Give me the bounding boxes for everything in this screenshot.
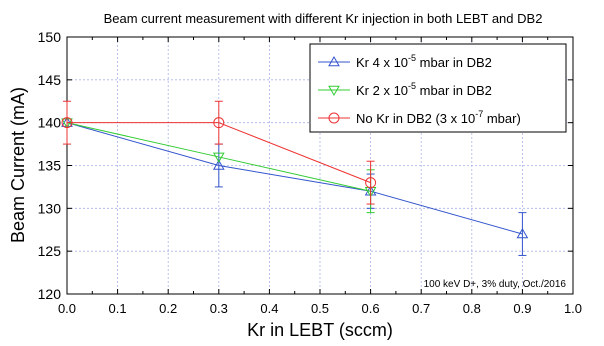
y-tick-label: 120	[38, 286, 62, 302]
legend-label-unit: mbar in DB2	[416, 83, 492, 98]
series-0	[61, 116, 529, 256]
x-tick-label: 1.0	[564, 301, 582, 316]
series-layer	[61, 100, 529, 256]
x-tick-label: 0.2	[159, 301, 177, 316]
legend-label: No Kr in DB2 (3 x 10-7 mbar)	[356, 109, 521, 126]
series-line	[66, 122, 371, 192]
x-tick-label: 0.7	[412, 301, 430, 316]
x-tick-label: 0.0	[58, 301, 76, 316]
data-point-circle	[328, 112, 340, 124]
x-tick-label: 0.1	[109, 301, 127, 316]
legend-box	[309, 43, 567, 133]
y-tick-label: 145	[38, 72, 62, 88]
y-axis-label: Beam Current (mA)	[8, 87, 28, 243]
series-2	[61, 100, 377, 205]
x-tick-label: 0.8	[463, 301, 481, 316]
legend-label: Kr 4 x 10-5 mbar in DB2	[356, 53, 492, 70]
data-point-triangle-up	[516, 228, 529, 239]
y-tick-label: 135	[38, 158, 62, 174]
y-tick-label: 130	[38, 200, 62, 216]
legend-label-exponent: -5	[408, 53, 416, 63]
data-point-triangle-down	[328, 85, 340, 97]
legend-label-base: No Kr in DB2 (3 x 10	[356, 111, 475, 126]
legend-label-unit: mbar)	[483, 111, 521, 126]
legend-label-base: Kr 4 x 10	[356, 55, 408, 70]
chart-title: Beam current measurement with different …	[104, 11, 543, 26]
data-point-circle	[213, 117, 225, 129]
x-tick-label: 0.3	[210, 301, 228, 316]
legend-label-exponent: -5	[408, 81, 416, 91]
y-tick-label: 140	[38, 115, 62, 131]
chart-annotation: 100 keV D+, 3% duty, Oct./2016	[424, 279, 567, 290]
y-tick-label: 150	[38, 29, 62, 45]
axis-ticks: 0.0 0.1 0.2 0.3 0.4 0.5 0.6 0.7 0.8 0.9 1.0 120 125 1…	[38, 29, 582, 316]
y-tick-label: 125	[38, 243, 62, 259]
x-axis-label: Kr in LEBT (sccm)	[247, 320, 393, 340]
legend-label-exponent: -7	[475, 109, 483, 119]
series-line	[66, 122, 523, 235]
data-point-circle	[61, 117, 73, 129]
x-tick-label: 0.6	[362, 301, 380, 316]
data-point-triangle-down	[212, 152, 225, 163]
legend-label-base: Kr 2 x 10	[356, 83, 408, 98]
x-tick-label: 0.5	[311, 301, 329, 316]
data-point-circle	[365, 177, 377, 189]
legend-label-unit: mbar in DB2	[416, 55, 492, 70]
data-point-triangle-up	[328, 55, 340, 67]
x-tick-label: 0.9	[513, 301, 531, 316]
legend-label: Kr 2 x 10-5 mbar in DB2	[356, 81, 492, 98]
x-tick-label: 0.4	[260, 301, 278, 316]
data-point-triangle-up	[212, 159, 225, 170]
